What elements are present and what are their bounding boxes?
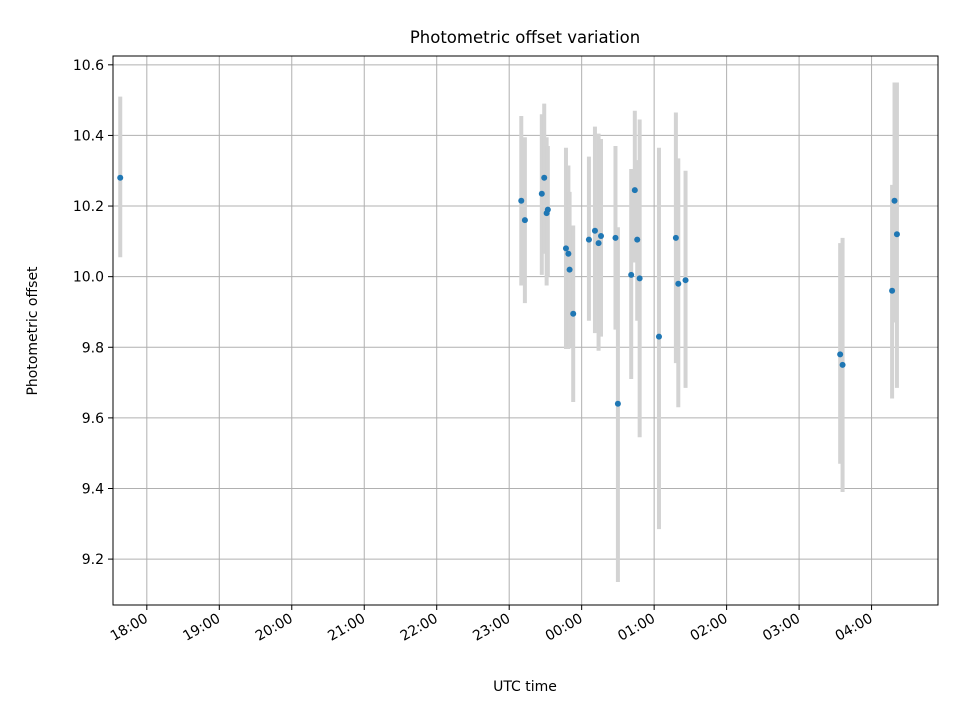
- data-point: [675, 280, 682, 287]
- data-point: [893, 231, 900, 238]
- data-point: [837, 351, 844, 358]
- grid: [113, 56, 938, 605]
- data-point: [570, 310, 577, 317]
- y-tick-label: 9.6: [82, 411, 104, 427]
- data-point: [117, 174, 124, 181]
- data-point: [566, 266, 573, 273]
- y-tick-label: 10.4: [73, 128, 104, 144]
- data-point: [595, 240, 602, 247]
- data-point: [541, 174, 548, 181]
- data-point: [562, 245, 569, 252]
- data-point: [682, 277, 689, 284]
- y-tick-label: 10.6: [73, 58, 104, 74]
- data-point: [891, 197, 898, 204]
- data-point: [612, 234, 619, 241]
- data-points: [117, 174, 900, 407]
- data-point: [544, 206, 551, 213]
- data-point: [585, 236, 592, 243]
- y-tick-label: 9.4: [82, 481, 104, 497]
- x-axis-label: UTC time: [493, 679, 557, 695]
- data-point: [628, 271, 635, 278]
- y-tick-label: 10.0: [73, 270, 104, 286]
- data-point: [614, 400, 621, 407]
- data-point: [631, 187, 638, 194]
- data-point: [597, 233, 604, 240]
- y-tick-label: 9.8: [82, 340, 104, 356]
- y-tick-label: 9.2: [82, 552, 104, 568]
- data-point: [518, 197, 525, 204]
- data-point: [655, 333, 662, 340]
- y-tick-label: 10.2: [73, 199, 104, 215]
- y-axis-label: Photometric offset: [25, 266, 41, 396]
- data-point: [591, 227, 598, 234]
- data-point: [634, 236, 641, 243]
- data-point: [521, 217, 528, 224]
- data-point: [839, 361, 846, 368]
- data-point: [636, 275, 643, 282]
- data-point: [672, 234, 679, 241]
- plot-frame: [112, 55, 939, 606]
- data-point: [538, 190, 545, 197]
- data-point: [889, 287, 896, 294]
- chart-title: Photometric offset variation: [410, 28, 640, 47]
- y-axis: 9.2 9.4 9.6 9.8 10.0 10.2 10.4 10.6: [73, 58, 113, 568]
- data-point: [565, 250, 572, 257]
